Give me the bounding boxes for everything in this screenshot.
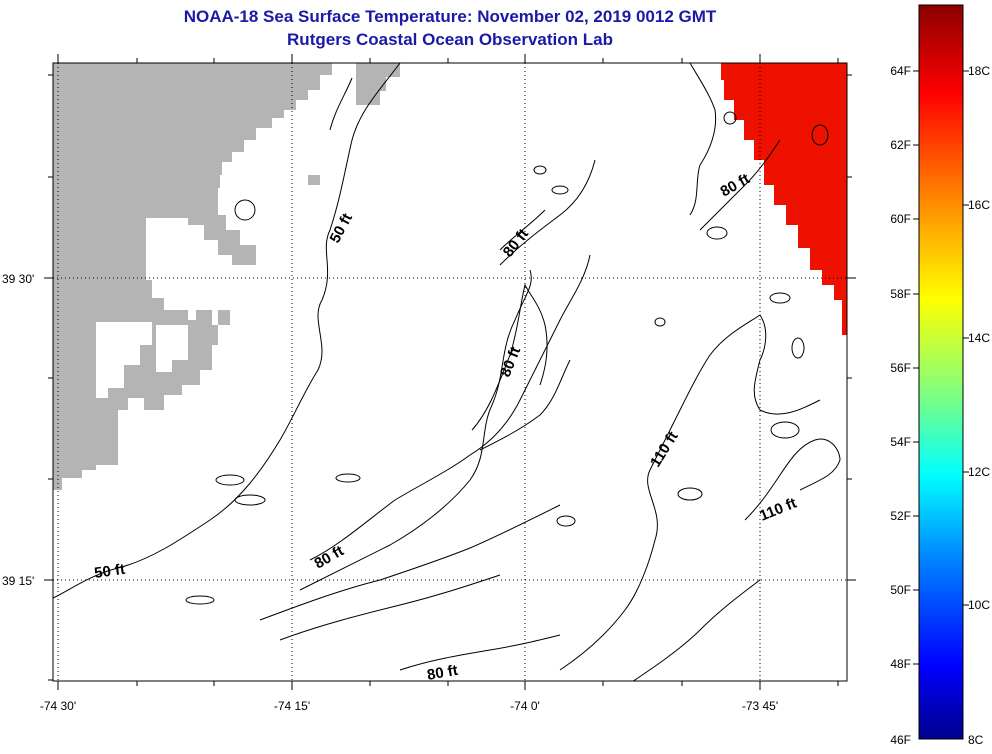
lat-label: 39 15' <box>2 574 34 588</box>
lon-label: -74 0' <box>510 699 540 713</box>
lat-label: 39 30' <box>2 272 34 286</box>
axis-ticks <box>44 54 856 690</box>
map-title: NOAA-18 Sea Surface Temperature: Novembe… <box>183 7 717 26</box>
cbar-f-label: 56F <box>890 361 911 375</box>
cbar-f-label: 62F <box>890 138 911 152</box>
colorbar-ticks <box>913 70 969 665</box>
contour-label: 50 ft <box>93 561 126 582</box>
lon-label: -74 15' <box>274 699 310 713</box>
colorbar <box>918 4 964 740</box>
cbar-c-label: 12C <box>968 465 990 479</box>
lon-label: -74 30' <box>40 699 76 713</box>
cbar-f-label: 52F <box>890 509 911 523</box>
cbar-f-label: 50F <box>890 583 911 597</box>
cbar-f-label: 54F <box>890 435 911 449</box>
map-frame <box>52 62 848 682</box>
cbar-f-label: 48F <box>890 657 911 671</box>
cbar-f-label: 64F <box>890 64 911 78</box>
lon-label: -73 45' <box>742 699 778 713</box>
cbar-f-label: 46F <box>890 733 911 747</box>
cbar-f-label: 60F <box>890 212 911 226</box>
cbar-c-label: 16C <box>968 198 990 212</box>
sst-warm-patch <box>721 63 847 335</box>
bathymetry-contours <box>53 63 841 681</box>
cbar-c-label: 18C <box>968 64 990 78</box>
map-subtitle: Rutgers Coastal Ocean Observation Lab <box>287 30 613 49</box>
contour-label: 80 ft <box>426 662 459 684</box>
cbar-c-label: 8C <box>968 733 984 747</box>
cbar-f-label: 58F <box>890 287 911 301</box>
cbar-c-label: 10C <box>968 598 990 612</box>
cbar-c-label: 14C <box>968 331 990 345</box>
graticule <box>53 63 847 681</box>
